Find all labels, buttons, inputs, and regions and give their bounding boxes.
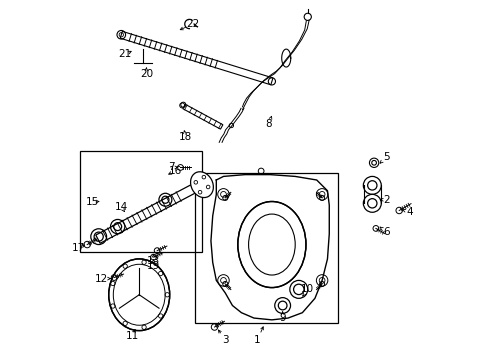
Polygon shape — [96, 185, 195, 243]
Text: 14: 14 — [115, 202, 128, 212]
Text: 3: 3 — [222, 334, 229, 345]
Text: 15: 15 — [86, 197, 99, 207]
Text: 7: 7 — [168, 162, 175, 172]
Text: 10: 10 — [301, 284, 314, 294]
Polygon shape — [211, 175, 329, 320]
Text: 2: 2 — [383, 195, 390, 205]
Text: 12: 12 — [95, 274, 108, 284]
Text: 6: 6 — [383, 227, 390, 237]
Ellipse shape — [109, 259, 170, 330]
Text: 11: 11 — [125, 331, 139, 341]
Text: 22: 22 — [186, 19, 199, 29]
Bar — [80, 151, 202, 252]
Text: 4: 4 — [407, 207, 413, 217]
Text: 17: 17 — [72, 243, 85, 253]
Text: 5: 5 — [383, 152, 390, 162]
Text: 18: 18 — [179, 132, 193, 142]
Bar — [195, 173, 338, 323]
Text: 19: 19 — [147, 261, 160, 271]
Text: 20: 20 — [140, 69, 153, 79]
Text: 16: 16 — [169, 166, 182, 176]
Text: 9: 9 — [279, 313, 286, 323]
Ellipse shape — [191, 172, 213, 198]
Text: 8: 8 — [265, 120, 271, 129]
Text: 13: 13 — [147, 256, 160, 266]
Text: 1: 1 — [254, 334, 261, 345]
Polygon shape — [120, 31, 273, 85]
Polygon shape — [183, 104, 223, 129]
Ellipse shape — [238, 202, 306, 288]
Text: 21: 21 — [118, 49, 131, 59]
